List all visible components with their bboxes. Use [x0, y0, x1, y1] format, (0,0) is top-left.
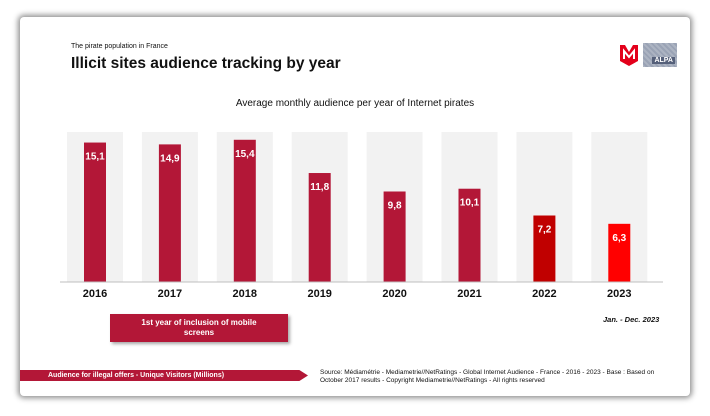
value-label-2016: 15,1 [85, 152, 105, 163]
category-label-2016: 2016 [83, 288, 107, 300]
callout-text: 1st year of inclusion of mobile screens [141, 318, 257, 337]
category-label-2018: 2018 [233, 288, 257, 300]
value-label-2021: 10,1 [460, 198, 480, 209]
chart-title: Average monthly audience per year of Int… [235, 98, 475, 109]
bar-2017 [158, 144, 181, 282]
bar-2016 [84, 142, 106, 282]
value-label-2022: 7,2 [537, 225, 551, 236]
alpa-logo-text: ALPA [652, 57, 675, 64]
slide: The pirate population in France Illicit … [20, 17, 690, 396]
category-label-2020: 2020 [382, 288, 406, 300]
category-label-2017: 2017 [158, 288, 182, 300]
alpa-logo: ALPA [643, 43, 677, 67]
logos: ALPA [618, 43, 677, 67]
category-label-2019: 2019 [307, 288, 331, 300]
value-label-2019: 11,8 [310, 182, 329, 193]
slide-kicker: The pirate population in France [71, 43, 168, 50]
bar-2020 [383, 191, 406, 282]
period-label: Jan. - Dec. 2023 [603, 315, 660, 324]
legend-band: Audience for illegal offers - Unique Vis… [20, 370, 308, 381]
value-label-2023: 6,3 [612, 233, 626, 244]
category-label-2023: 2023 [607, 288, 631, 300]
bar-chart: 15,1 2016 14,9 2017 15,4 2018 11,8 2019 9,8 2020 1… [60, 132, 663, 300]
value-label-2018: 15,4 [235, 149, 255, 160]
bar-2023 [608, 223, 631, 282]
bar-2022 [533, 215, 556, 282]
slide-title: Illicit sites audience tracking by year [71, 55, 341, 72]
bar-2018 [233, 139, 256, 282]
source-note: Source: Médiamétrie - Mediametrie//NetRa… [320, 369, 655, 384]
bar-2019 [308, 173, 331, 282]
bar-2021 [458, 188, 481, 282]
category-label-2021: 2021 [457, 288, 481, 300]
mediametrie-logo-icon [620, 45, 638, 66]
category-label-2022: 2022 [532, 288, 556, 300]
value-label-2017: 14,9 [160, 153, 180, 164]
mobile-inclusion-callout: 1st year of inclusion of mobile screens [110, 314, 288, 342]
value-label-2020: 9,8 [388, 200, 402, 211]
